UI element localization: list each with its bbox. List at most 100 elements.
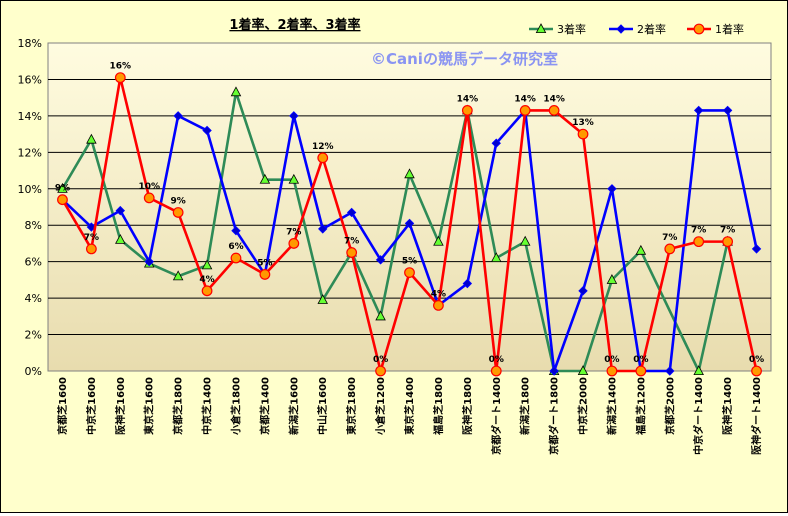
data-label: 10% — [138, 182, 160, 192]
data-point — [404, 168, 415, 179]
x-tick-label: 小倉芝1200 — [374, 377, 387, 436]
data-point — [519, 235, 531, 246]
data-point — [461, 105, 473, 116]
data-point — [201, 259, 213, 270]
legend-marker — [693, 23, 705, 35]
x-tick-label: 福島芝1200 — [634, 377, 647, 436]
x-tick-label: 京都芝2000 — [663, 377, 676, 435]
data-label: 7% — [720, 226, 735, 236]
y-tick-label: 8% — [25, 219, 42, 232]
data-point — [490, 365, 502, 377]
data-point — [317, 294, 329, 304]
data-label: 14% — [514, 94, 536, 104]
data-label: 5% — [257, 258, 272, 268]
legend-marker — [535, 23, 547, 33]
data-point — [172, 207, 184, 218]
data-point — [318, 224, 328, 234]
x-tick-label: 京都芝1800 — [172, 377, 185, 435]
data-point — [143, 192, 155, 204]
data-point — [259, 269, 271, 280]
x-tick-label: 新潟芝1600 — [287, 377, 300, 435]
y-tick-label: 18% — [18, 37, 42, 50]
data-label: 0% — [489, 355, 504, 365]
data-point — [664, 243, 676, 255]
data-point — [230, 86, 242, 97]
legend-label: 1着率 — [715, 22, 744, 36]
data-point — [490, 252, 502, 263]
data-label: 7% — [691, 226, 706, 236]
y-tick-label: 16% — [18, 73, 42, 86]
data-point — [202, 125, 212, 136]
data-point — [549, 366, 559, 376]
data-label: 9% — [55, 184, 70, 194]
data-point — [57, 182, 68, 193]
x-tick-label: 京都芝1400 — [258, 377, 271, 435]
data-point — [115, 233, 126, 244]
data-label: 7% — [286, 227, 301, 237]
y-tick-label: 4% — [25, 292, 42, 305]
data-label: 13% — [572, 118, 594, 128]
data-point — [144, 256, 154, 267]
x-tick-label: 新潟芝1400 — [605, 377, 618, 435]
data-point — [433, 300, 444, 311]
x-tick-label: 京都ダート1800 — [548, 377, 561, 455]
data-label: 5% — [402, 257, 417, 267]
x-tick-label: 東京芝1800 — [345, 377, 358, 435]
legend-label: 2着率 — [637, 22, 666, 36]
y-tick-label: 0% — [25, 365, 42, 378]
x-tick-label: 中京芝2000 — [577, 377, 590, 435]
x-tick-label: 小倉芝1800 — [229, 377, 242, 436]
data-label: 12% — [312, 142, 334, 152]
data-point — [259, 173, 271, 184]
data-point — [346, 207, 357, 218]
data-point — [548, 105, 560, 116]
data-point — [607, 184, 617, 194]
data-label: 0% — [604, 355, 619, 365]
x-axis: 京都芝1600 中京芝1600 阪神芝1600 東京芝1600 京都芝1800 中京芝14… — [56, 377, 763, 455]
data-point — [375, 365, 386, 377]
y-tick-label: 14% — [18, 110, 42, 123]
x-tick-label: 阪神芝1400 — [721, 377, 734, 435]
legend-label: 3着率 — [557, 22, 586, 36]
x-tick-label: 京都芝1600 — [56, 377, 69, 435]
data-point — [751, 244, 762, 254]
data-label: 4% — [431, 289, 446, 299]
x-tick-label: 京都ダート1400 — [490, 377, 503, 455]
y-tick-label: 10% — [18, 183, 42, 196]
data-point — [172, 270, 184, 281]
x-tick-label: 中山芝1600 — [316, 377, 329, 435]
data-point — [519, 105, 531, 116]
x-tick-label: 阪神ダート1400 — [750, 377, 763, 455]
x-tick-label: 新潟芝1800 — [519, 377, 532, 435]
data-labels: 9% 7% 16% 10% 9% 4% 6% 5% 7% 12% 7% 0% 5% 4% 14% 0% 14% 1… — [55, 62, 764, 365]
data-point — [491, 138, 501, 148]
x-tick-label: 東京芝1600 — [143, 377, 156, 435]
data-point — [606, 365, 618, 377]
data-label: 6% — [228, 242, 243, 252]
x-tick-label: 東京芝1400 — [403, 377, 416, 435]
data-point — [578, 286, 588, 296]
watermark-text: ©Caniの競馬データ研究室 — [371, 50, 558, 68]
data-point — [230, 252, 242, 264]
data-point — [693, 105, 704, 116]
plot-area — [47, 42, 772, 372]
data-label: 0% — [633, 355, 648, 365]
data-point — [606, 274, 618, 284]
data-point — [635, 244, 647, 255]
data-point — [693, 236, 705, 248]
x-tick-label: 中京ダート1400 — [692, 377, 705, 455]
grid-lines — [48, 78, 771, 336]
data-point — [201, 285, 213, 297]
data-label: 0% — [373, 355, 388, 365]
data-label: 7% — [84, 233, 99, 243]
series-group — [57, 72, 762, 377]
data-label: 14% — [543, 94, 565, 104]
data-point — [693, 365, 704, 375]
y-tick-label: 2% — [25, 329, 42, 342]
data-point — [577, 365, 589, 375]
data-point — [635, 365, 647, 377]
x-tick-label: 福島芝1800 — [432, 377, 445, 436]
data-point — [57, 194, 68, 206]
y-tick-label: 12% — [18, 146, 42, 159]
